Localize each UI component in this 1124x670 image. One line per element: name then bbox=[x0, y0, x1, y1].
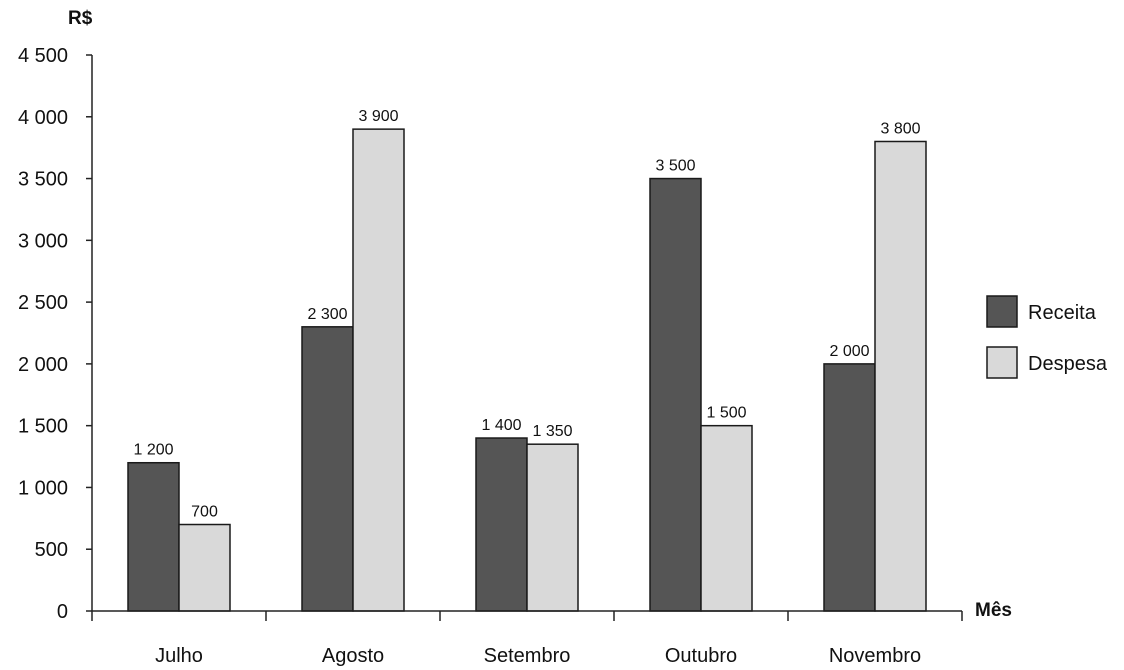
data-label: 1 400 bbox=[481, 417, 521, 434]
data-label: 1 350 bbox=[532, 423, 572, 440]
data-label: 2 000 bbox=[829, 343, 869, 360]
y-tick-label: 500 bbox=[35, 539, 68, 561]
x-axis: Julho Agosto Setembro Outubro Novembro bbox=[91, 610, 963, 667]
x-tick-label: Julho bbox=[155, 645, 203, 667]
y-axis-title: R$ bbox=[68, 8, 93, 29]
legend-label-despesa: Despesa bbox=[1028, 353, 1108, 375]
data-label: 3 900 bbox=[358, 108, 398, 125]
bars: 1 200 2 300 1 400 3 500 2 000 700 3 900 1 350 1 … bbox=[127, 108, 927, 612]
x-tick-label: Agosto bbox=[322, 645, 384, 667]
bar-despesa bbox=[352, 128, 405, 612]
x-tick-label: Novembro bbox=[829, 645, 921, 667]
bar-despesa bbox=[526, 443, 579, 612]
bar-receita bbox=[301, 326, 354, 612]
bar-despesa bbox=[178, 523, 231, 612]
y-tick-label: 4 000 bbox=[18, 107, 68, 129]
bar-receita bbox=[823, 363, 876, 612]
y-tick-label: 3 500 bbox=[18, 169, 68, 191]
y-tick-label: 1 500 bbox=[18, 416, 68, 438]
bar-despesa bbox=[874, 140, 927, 612]
y-tick-label: 3 000 bbox=[18, 230, 68, 252]
data-label: 1 200 bbox=[133, 442, 173, 459]
y-tick-label: 0 bbox=[57, 601, 68, 623]
bar-despesa bbox=[700, 424, 753, 612]
data-label: 700 bbox=[191, 504, 218, 521]
x-tick-label: Outubro bbox=[665, 645, 737, 667]
y-tick-label: 2 500 bbox=[18, 292, 68, 314]
data-label: 3 500 bbox=[655, 158, 695, 175]
legend-swatch-despesa bbox=[986, 346, 1018, 379]
legend-swatch-receita bbox=[986, 295, 1018, 328]
data-label: 3 800 bbox=[880, 120, 920, 137]
y-tick-label: 2 000 bbox=[18, 354, 68, 376]
y-axis: 0 500 1 000 1 500 2 000 2 500 3 000 3 500 4 000 4… bbox=[18, 45, 93, 623]
x-tick-label: Setembro bbox=[484, 645, 571, 667]
y-tick-label: 1 000 bbox=[18, 477, 68, 499]
x-axis-title: Mês bbox=[975, 600, 1012, 621]
data-label: 2 300 bbox=[307, 306, 347, 323]
bar-receita bbox=[127, 461, 180, 612]
data-label: 1 500 bbox=[706, 405, 746, 422]
y-tick-label: 4 500 bbox=[18, 45, 68, 67]
bar-receita bbox=[475, 437, 528, 612]
legend-label-receita: Receita bbox=[1028, 302, 1097, 324]
legend: Receita Despesa bbox=[986, 295, 1108, 379]
bar-receita bbox=[649, 177, 702, 612]
